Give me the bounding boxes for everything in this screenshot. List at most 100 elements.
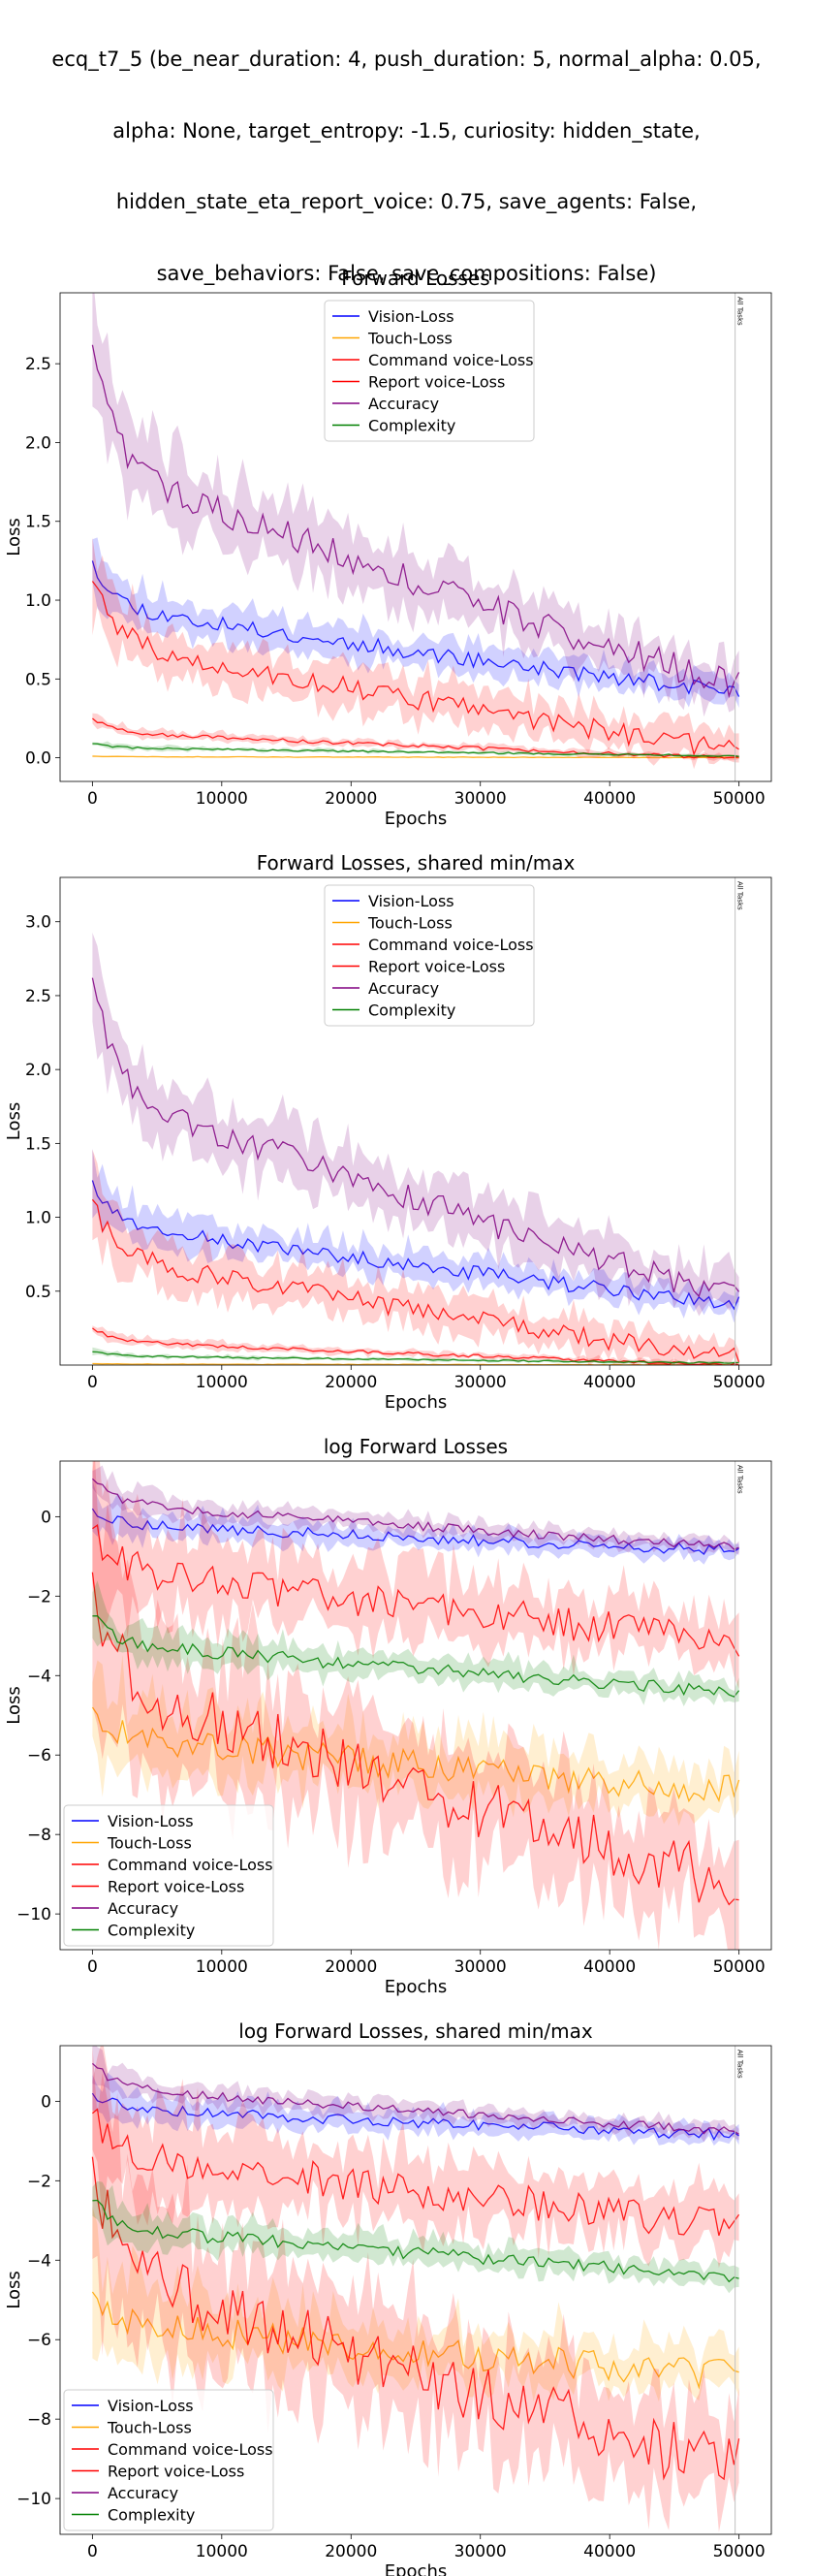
y-tick-label: −6	[27, 1746, 51, 1765]
legend-label-accuracy: Accuracy	[368, 395, 439, 413]
series-band-command-voice-loss	[92, 1149, 739, 1365]
figure-suptitle: ecq_t7_5 (be_near_duration: 4, push_dura…	[0, 0, 813, 309]
series-line-report-voice-loss	[91, 1572, 739, 1906]
x-tick-label: 50000	[713, 789, 766, 809]
y-axis-label: Loss	[4, 1686, 24, 1724]
series-line-touch-loss	[91, 2291, 739, 2390]
series-line-report-voice-loss	[91, 2156, 740, 2481]
series-line-accuracy	[91, 344, 740, 699]
x-tick-label: 20000	[325, 1957, 377, 1977]
y-tick-label: 1.0	[25, 591, 51, 611]
series-band-accuracy	[92, 1465, 739, 1555]
legend-box	[324, 300, 535, 442]
y-tick-label: −6	[27, 2331, 51, 2350]
y-tick-label: −8	[27, 1826, 51, 1845]
axes-frame	[59, 2045, 772, 2535]
legend-label-report-voice-loss: Report voice-Loss	[368, 373, 505, 392]
legend-label-touch-loss: Touch-Loss	[367, 330, 453, 348]
series-line-accuracy	[91, 977, 740, 1298]
y-tick-label: 0	[41, 1508, 51, 1527]
chart-panel: All Tasks Forward Losses 0 10000 20000 30000 4…	[4, 267, 772, 829]
series-line-accuracy	[91, 2062, 739, 2135]
y-tick-label: 2.5	[25, 987, 51, 1006]
legend-box	[63, 2389, 274, 2531]
x-tick-label: 40000	[583, 1957, 636, 1977]
series-band-complexity	[92, 2180, 739, 2294]
y-tick-label: 0.5	[25, 670, 51, 689]
series-band-command-voice-loss	[92, 2046, 739, 2269]
x-tick-label: 50000	[713, 2542, 766, 2561]
x-tick-label: 30000	[454, 2542, 507, 2561]
y-tick-label: −8	[27, 2410, 51, 2430]
x-tick-label: 0	[87, 789, 98, 809]
x-tick-label: 20000	[325, 789, 377, 809]
legend-label-vision-loss: Vision-Loss	[108, 2397, 194, 2415]
legend-label-touch-loss: Touch-Loss	[107, 2419, 192, 2437]
task-marker-label: All Tasks	[736, 881, 744, 910]
x-tick-label: 0	[87, 1373, 98, 1392]
y-axis-label: Loss	[4, 2271, 24, 2308]
chart-title: log Forward Losses, shared min/max	[238, 2019, 593, 2043]
task-marker-label: All Tasks	[736, 1465, 744, 1494]
y-tick-label: −2	[27, 1587, 51, 1606]
legend-label-report-voice-loss: Report voice-Loss	[108, 1878, 244, 1896]
suptitle-line: hidden_state_eta_report_voice: 0.75, sav…	[115, 190, 698, 213]
y-tick-label: 0.5	[25, 1283, 51, 1302]
legend-label-complexity: Complexity	[108, 1922, 195, 1940]
x-tick-label: 0	[87, 1957, 98, 1977]
x-tick-label: 20000	[325, 2542, 377, 2561]
x-axis-label: Epochs	[385, 1977, 448, 1997]
chart-title: log Forward Losses	[324, 1435, 508, 1458]
y-tick-label: 1.5	[25, 513, 51, 532]
x-axis-label: Epochs	[385, 1392, 448, 1413]
plot-area	[91, 293, 740, 770]
series-line-command-voice-loss	[91, 1198, 740, 1363]
y-tick-label: 0.0	[25, 749, 51, 769]
y-tick-label: 3.0	[25, 913, 51, 933]
legend-label-complexity: Complexity	[108, 2506, 195, 2525]
series-band-vision-loss	[92, 1479, 739, 1565]
y-tick-label: 2.0	[25, 433, 51, 453]
legend: Vision-Loss Touch-Loss Command voice-Loss R…	[63, 1804, 274, 1947]
y-tick-label: 0	[41, 2092, 51, 2112]
y-tick-label: −4	[27, 2251, 51, 2271]
legend-label-command-voice-loss: Command voice-Loss	[368, 936, 534, 954]
x-tick-label: 30000	[454, 1957, 507, 1977]
legend-label-vision-loss: Vision-Loss	[108, 1812, 194, 1830]
legend-label-complexity: Complexity	[368, 1002, 455, 1020]
series-line-accuracy	[91, 1478, 739, 1550]
y-tick-label: −4	[27, 1667, 51, 1686]
plot-area	[91, 2046, 740, 2532]
legend-box	[324, 884, 535, 1027]
legend-label-accuracy: Accuracy	[368, 979, 439, 998]
chart-panel: All Tasks log Forward Losses 0 10000 20000 30…	[4, 1435, 772, 1997]
series-line-command-voice-loss	[92, 1523, 740, 1657]
series-band-vision-loss	[92, 1148, 739, 1323]
plot-area	[91, 1461, 740, 1950]
x-axis-label: Epochs	[385, 2561, 448, 2576]
legend-label-touch-loss: Touch-Loss	[367, 914, 453, 933]
series-line-vision-loss	[91, 1180, 740, 1311]
chart-title: Forward Losses	[341, 267, 489, 290]
chart-panel: All Tasks log Forward Losses, shared min/…	[4, 2019, 772, 2576]
y-tick-label: 2.0	[25, 1061, 51, 1080]
series-band-accuracy	[92, 2046, 739, 2143]
legend-label-vision-loss: Vision-Loss	[368, 892, 454, 910]
plot-area	[91, 933, 740, 1365]
series-line-vision-loss	[91, 2092, 739, 2142]
series-band-command-voice-loss	[92, 537, 739, 770]
y-axis-label: Loss	[4, 1102, 24, 1140]
suptitle-line: alpha: None, target_entropy: -1.5, curio…	[112, 118, 701, 143]
x-tick-label: 10000	[196, 1373, 248, 1392]
legend: Vision-Loss Touch-Loss Command voice-Loss R…	[63, 2389, 274, 2531]
series-line-command-voice-loss	[91, 581, 739, 756]
x-tick-label: 50000	[713, 1957, 766, 1977]
legend-label-touch-loss: Touch-Loss	[107, 1834, 192, 1853]
legend-box	[63, 1804, 274, 1947]
series-band-complexity	[92, 1580, 739, 1706]
series-band-report-voice-loss	[92, 2046, 739, 2532]
y-tick-label: −2	[27, 2172, 51, 2191]
series-band-vision-loss	[92, 2072, 739, 2147]
chart-panel: All Tasks Forward Losses, shared min/max 0…	[4, 851, 772, 1413]
